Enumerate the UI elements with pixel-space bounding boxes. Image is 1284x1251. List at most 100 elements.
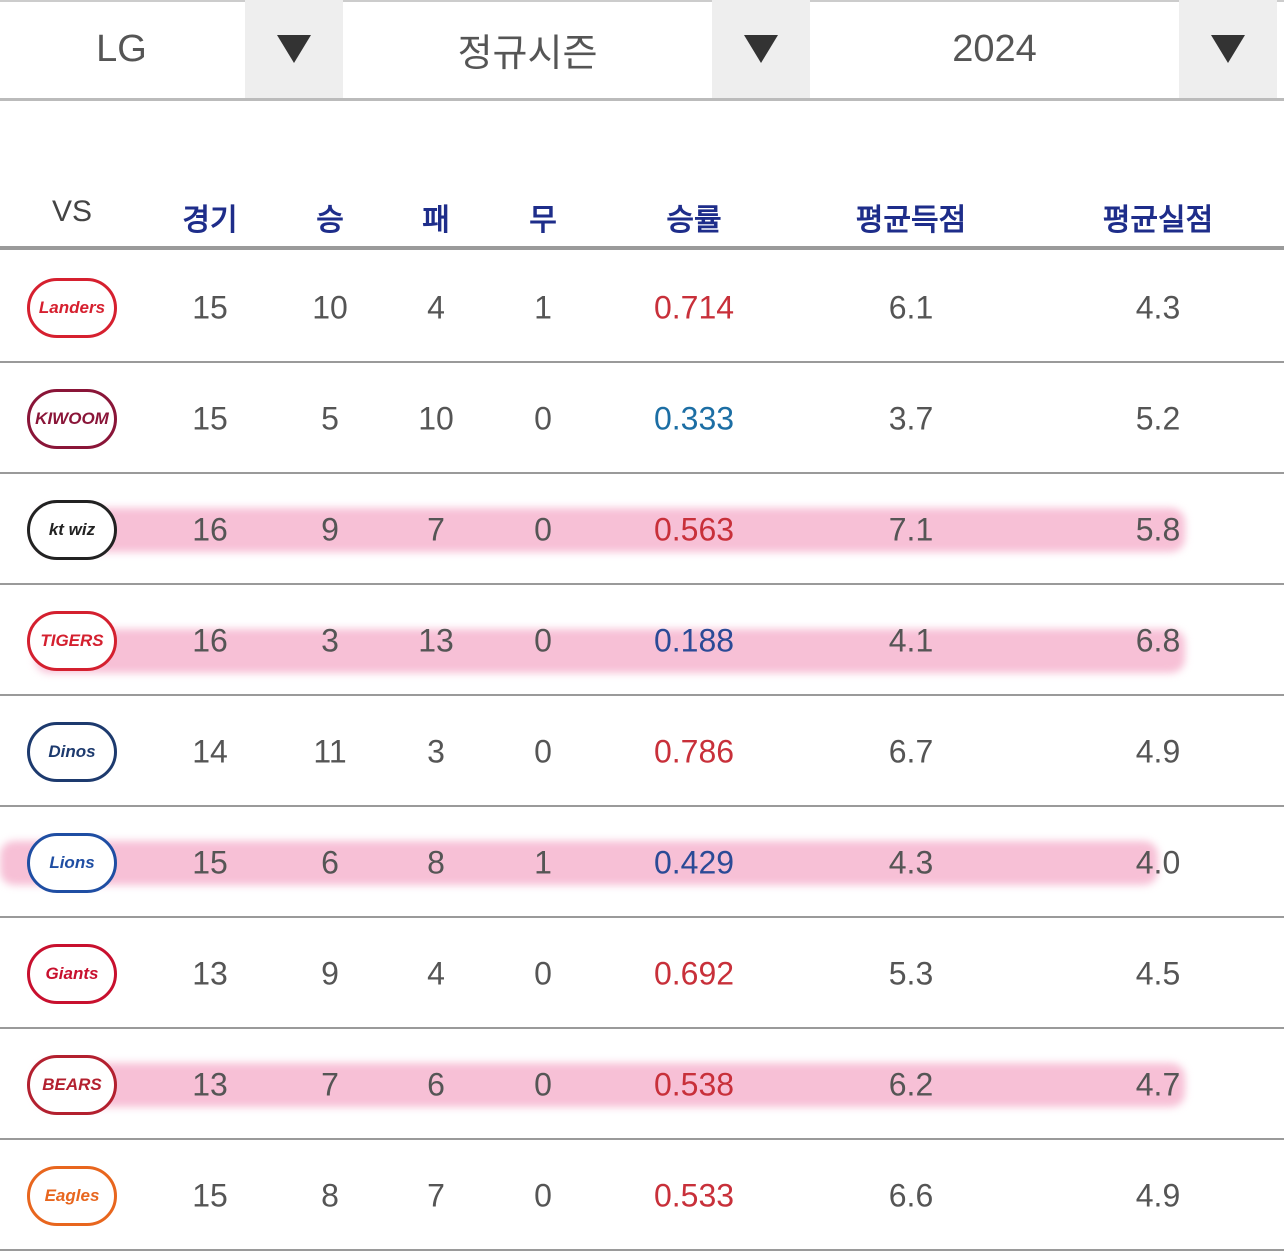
arrow-icon	[277, 35, 311, 63]
row-divider	[0, 1027, 1284, 1029]
cell: 16	[192, 622, 228, 659]
cell: 6.8	[1135, 622, 1181, 659]
cell: 6.6	[888, 1177, 934, 1214]
logo-text: Giants	[45, 964, 99, 983]
year-select[interactable]: 2024	[952, 27, 1037, 70]
team-logo: kt wiz	[27, 500, 117, 560]
arrow-icon	[744, 35, 778, 63]
logo-text: kt wiz	[48, 520, 96, 539]
logo-text: Dinos	[48, 742, 96, 761]
column-header: 무	[529, 204, 557, 237]
cell: 4.3	[1135, 289, 1181, 326]
cell: 6.2	[888, 1066, 934, 1103]
cell: 7	[427, 1177, 445, 1214]
cell: 0	[534, 955, 552, 992]
cell: 13	[192, 955, 228, 992]
cell: 4	[427, 955, 445, 992]
cell: 10	[312, 289, 348, 326]
team-logo: Lions	[27, 833, 117, 893]
cell: 4	[427, 289, 445, 326]
column-header: 승률	[666, 204, 722, 237]
highlight-stroke	[0, 841, 1158, 885]
cell: 6.7	[888, 733, 934, 770]
cell: 0.692	[653, 955, 735, 992]
dropdown-arrow[interactable]	[245, 0, 343, 98]
cell: 5.8	[1135, 511, 1181, 548]
highlight-stroke	[35, 508, 1185, 552]
cell: 0.538	[653, 1066, 735, 1103]
cell: 6	[321, 844, 339, 881]
cell: 14	[192, 733, 228, 770]
cell: 15	[192, 400, 228, 437]
team-logo: BEARS	[27, 1055, 117, 1115]
row-divider	[0, 694, 1284, 696]
cell: 0	[534, 733, 552, 770]
cell: 4.9	[1135, 1177, 1181, 1214]
cell: 3.7	[888, 400, 934, 437]
cell: 7	[321, 1066, 339, 1103]
team-logo: TIGERS	[27, 611, 117, 671]
cell: 4.9	[1135, 733, 1181, 770]
dropdown-arrow[interactable]	[1179, 0, 1277, 98]
cell: 0	[534, 511, 552, 548]
cell: 3	[427, 733, 445, 770]
logo-text: Landers	[38, 298, 106, 317]
row-divider	[0, 472, 1284, 474]
cell: 13	[192, 1066, 228, 1103]
cell: 4.1	[888, 622, 934, 659]
column-header: VS	[51, 195, 93, 228]
logo-text: KIWOOM	[35, 409, 109, 428]
cell: 15	[192, 289, 228, 326]
team-logo: Eagles	[27, 1166, 117, 1226]
column-header: 평균실점	[1102, 204, 1214, 237]
dropdown-arrow[interactable]	[712, 0, 810, 98]
team-logo: Landers	[27, 278, 117, 338]
team-logo: Dinos	[27, 722, 117, 782]
highlight-stroke	[35, 629, 1185, 673]
cell: 8	[321, 1177, 339, 1214]
team-logo: Giants	[27, 944, 117, 1004]
selector-border	[0, 98, 1284, 101]
cell: 8	[427, 844, 445, 881]
column-header: 승	[316, 204, 344, 237]
cell: 13	[418, 622, 454, 659]
cell: 5.3	[888, 955, 934, 992]
cell: 0.188	[653, 622, 735, 659]
team-select[interactable]: LG	[96, 27, 147, 70]
cell: 9	[321, 955, 339, 992]
cell: 0.429	[653, 844, 735, 881]
top-border	[0, 0, 1284, 2]
cell: 6.1	[888, 289, 934, 326]
cell: 10	[418, 400, 454, 437]
cell: 0	[534, 1066, 552, 1103]
cell: 3	[321, 622, 339, 659]
row-divider	[0, 1138, 1284, 1140]
cell: 0	[534, 622, 552, 659]
team-logo: KIWOOM	[27, 389, 117, 449]
cell: 4.3	[888, 844, 934, 881]
column-header: 패	[422, 204, 450, 237]
logo-text: BEARS	[42, 1075, 102, 1094]
cell: 0	[534, 1177, 552, 1214]
season-select[interactable]: 정규시즌	[457, 32, 598, 75]
arrow-icon	[1211, 35, 1245, 63]
cell: 4.7	[1135, 1066, 1181, 1103]
cell: 5	[321, 400, 339, 437]
cell: 0	[534, 400, 552, 437]
cell: 4.0	[1135, 844, 1181, 881]
cell: 0.714	[653, 289, 735, 326]
logo-text: Lions	[49, 853, 95, 872]
cell: 0.333	[653, 400, 735, 437]
column-header: 평균득점	[855, 204, 967, 237]
row-divider	[0, 916, 1284, 918]
cell: 6	[427, 1066, 445, 1103]
highlight-stroke	[35, 1063, 1185, 1107]
row-divider	[0, 805, 1284, 807]
row-divider	[0, 361, 1284, 363]
cell: 5.2	[1135, 400, 1181, 437]
cell: 1	[534, 844, 552, 881]
cell: 0.533	[653, 1177, 735, 1214]
cell: 1	[534, 289, 552, 326]
header-line	[0, 246, 1284, 250]
